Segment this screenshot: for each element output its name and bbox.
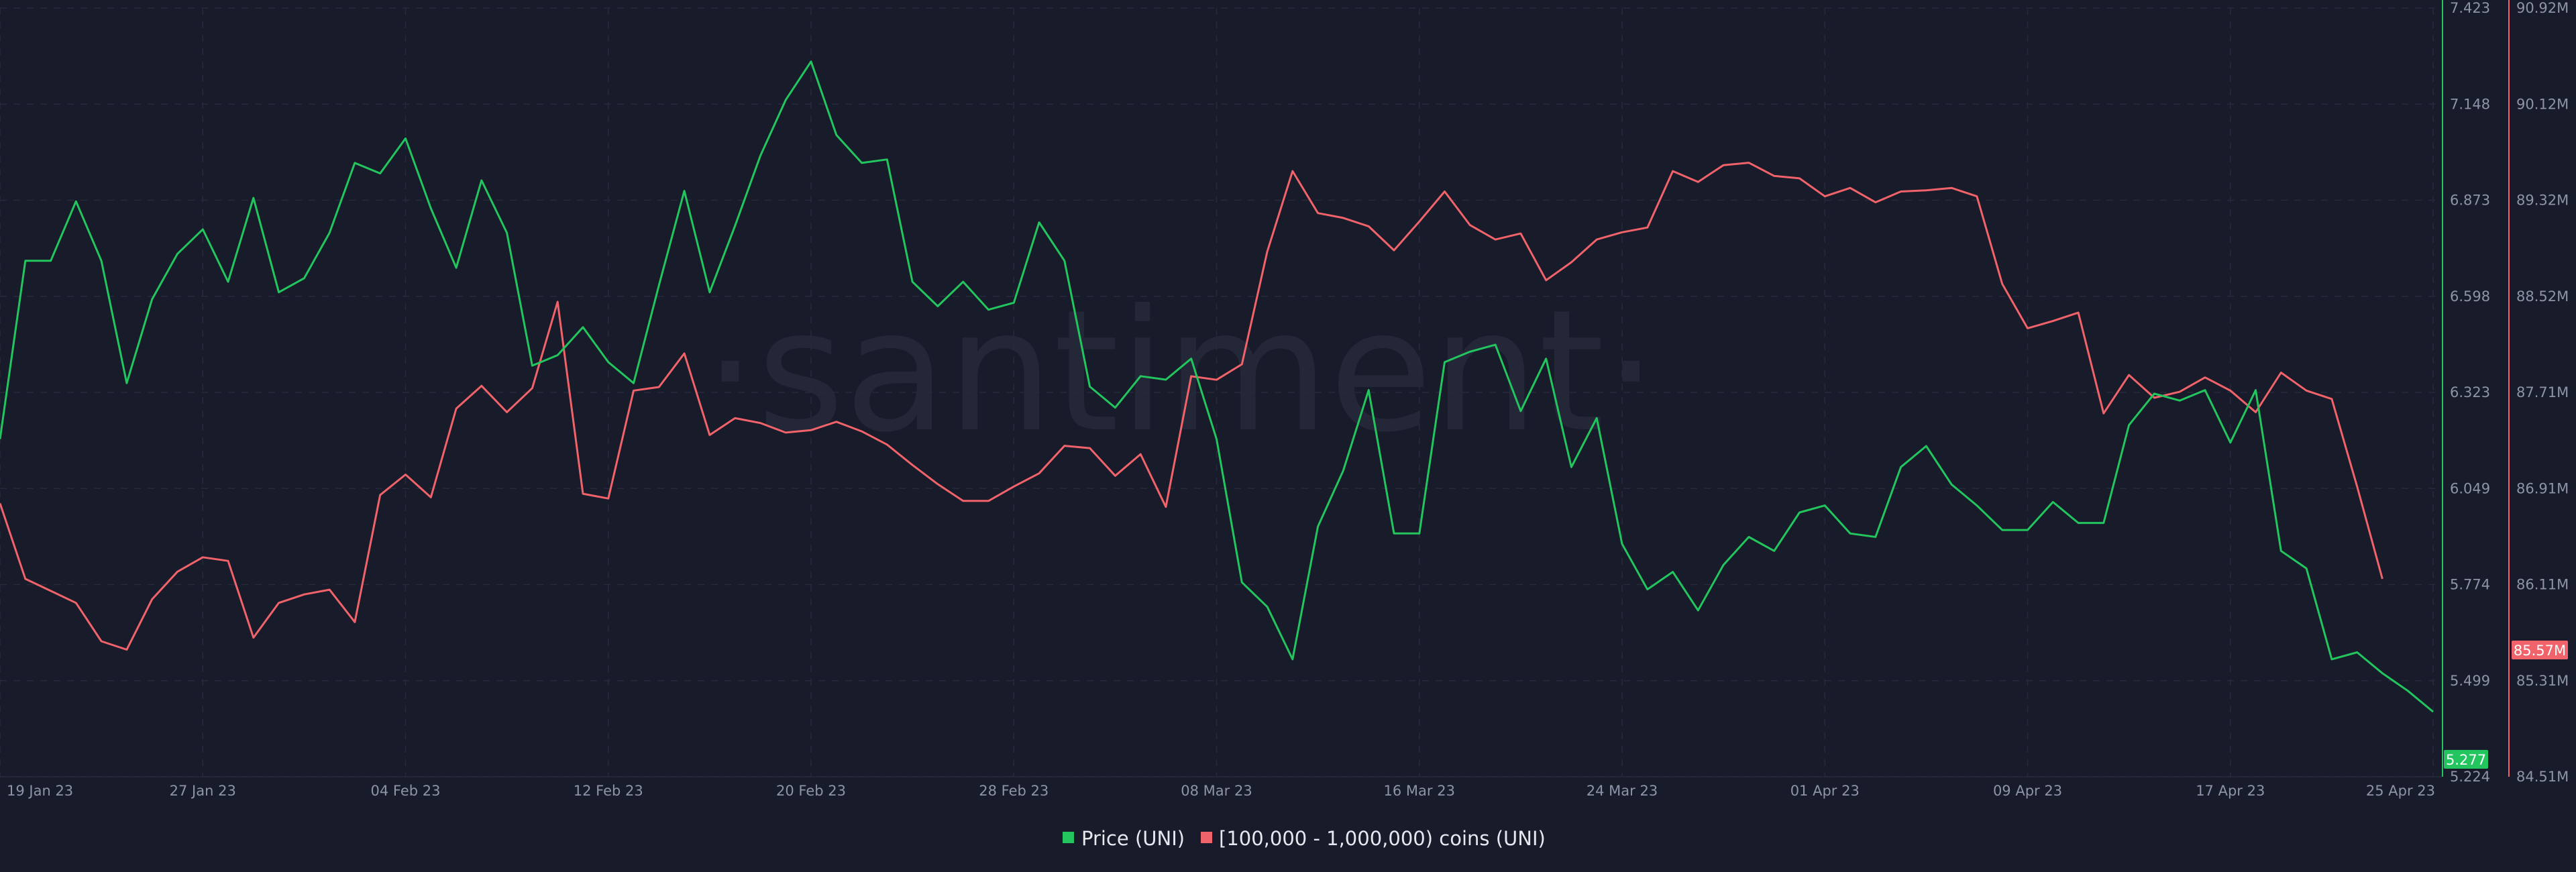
x-axis-tick-label: 04 Feb 23 [371, 783, 441, 799]
legend-swatch-holders[interactable] [1201, 832, 1212, 843]
x-axis-tick-label: 16 Mar 23 [1384, 783, 1455, 799]
left-axis-tick-label: 6.049 [2450, 480, 2490, 496]
left-axis-tick-label: 7.148 [2450, 96, 2490, 112]
left-axis-tick-label: 6.323 [2450, 384, 2490, 400]
x-axis-tick-label: 08 Mar 23 [1181, 783, 1252, 799]
last-value-badges: 5.277 85.57M [2444, 641, 2568, 769]
price-last-value-badge-label: 5.277 [2446, 752, 2486, 768]
x-axis-tick-label: 25 Apr 23 [2366, 783, 2435, 799]
left-axis-tick-label: 6.873 [2450, 193, 2490, 209]
left-axis-tick-label: 6.598 [2450, 288, 2490, 305]
right-axis-tick-label: 87.71M [2516, 384, 2569, 400]
left-axis-tick-label: 7.423 [2450, 0, 2490, 16]
x-axis-tick-label: 20 Feb 23 [776, 783, 846, 799]
right-axis-tick-label: 90.92M [2516, 0, 2569, 16]
axes: 7.423 90.92M 7.148 90.12M 6.873 89.32M 6.598 88… [0, 0, 2569, 799]
holders-last-value-badge-label: 85.57M [2514, 643, 2566, 659]
holders-series-line[interactable] [0, 162, 2383, 651]
right-axis-tick-label: 84.51M [2516, 769, 2569, 785]
series-lines [0, 60, 2434, 713]
santiment-watermark: ·santiment· [704, 274, 1658, 469]
price-series-line[interactable] [0, 60, 2434, 713]
x-axis-tick-label: 19 Jan 23 [7, 783, 73, 799]
x-axis-tick-label: 28 Feb 23 [979, 783, 1049, 799]
price-last-value-badge-bg [2444, 750, 2488, 769]
grid-lines [0, 7, 2442, 777]
x-axis-tick-label: 27 Jan 23 [170, 783, 236, 799]
right-axis-tick-label: 89.32M [2516, 193, 2569, 209]
x-axis-tick-label: 12 Feb 23 [574, 783, 643, 799]
x-axis-tick-label: 24 Mar 23 [1587, 783, 1658, 799]
legend-swatch-price[interactable] [1063, 832, 1074, 843]
right-axis-tick-label: 86.91M [2516, 480, 2569, 496]
left-axis-tick-label: 5.774 [2450, 577, 2490, 593]
legend: Price (UNI) [100,000 - 1,000,000) coins … [1063, 827, 1546, 850]
right-axis-tick-label: 90.12M [2516, 96, 2569, 112]
right-axis-tick-label: 88.52M [2516, 288, 2569, 305]
x-axis-tick-label: 17 Apr 23 [2196, 783, 2265, 799]
right-axis-tick-label: 85.31M [2516, 673, 2569, 689]
legend-label-holders[interactable]: [100,000 - 1,000,000) coins (UNI) [1219, 827, 1546, 850]
left-axis-tick-label: 5.224 [2450, 769, 2490, 785]
x-axis-tick-label: 01 Apr 23 [1790, 783, 1860, 799]
x-axis-tick-label: 09 Apr 23 [1993, 783, 2062, 799]
right-axis-tick-label: 86.11M [2516, 577, 2569, 593]
legend-label-price[interactable]: Price (UNI) [1081, 827, 1185, 850]
holders-last-value-badge-bg [2512, 641, 2568, 659]
left-axis-tick-label: 5.499 [2450, 673, 2490, 689]
